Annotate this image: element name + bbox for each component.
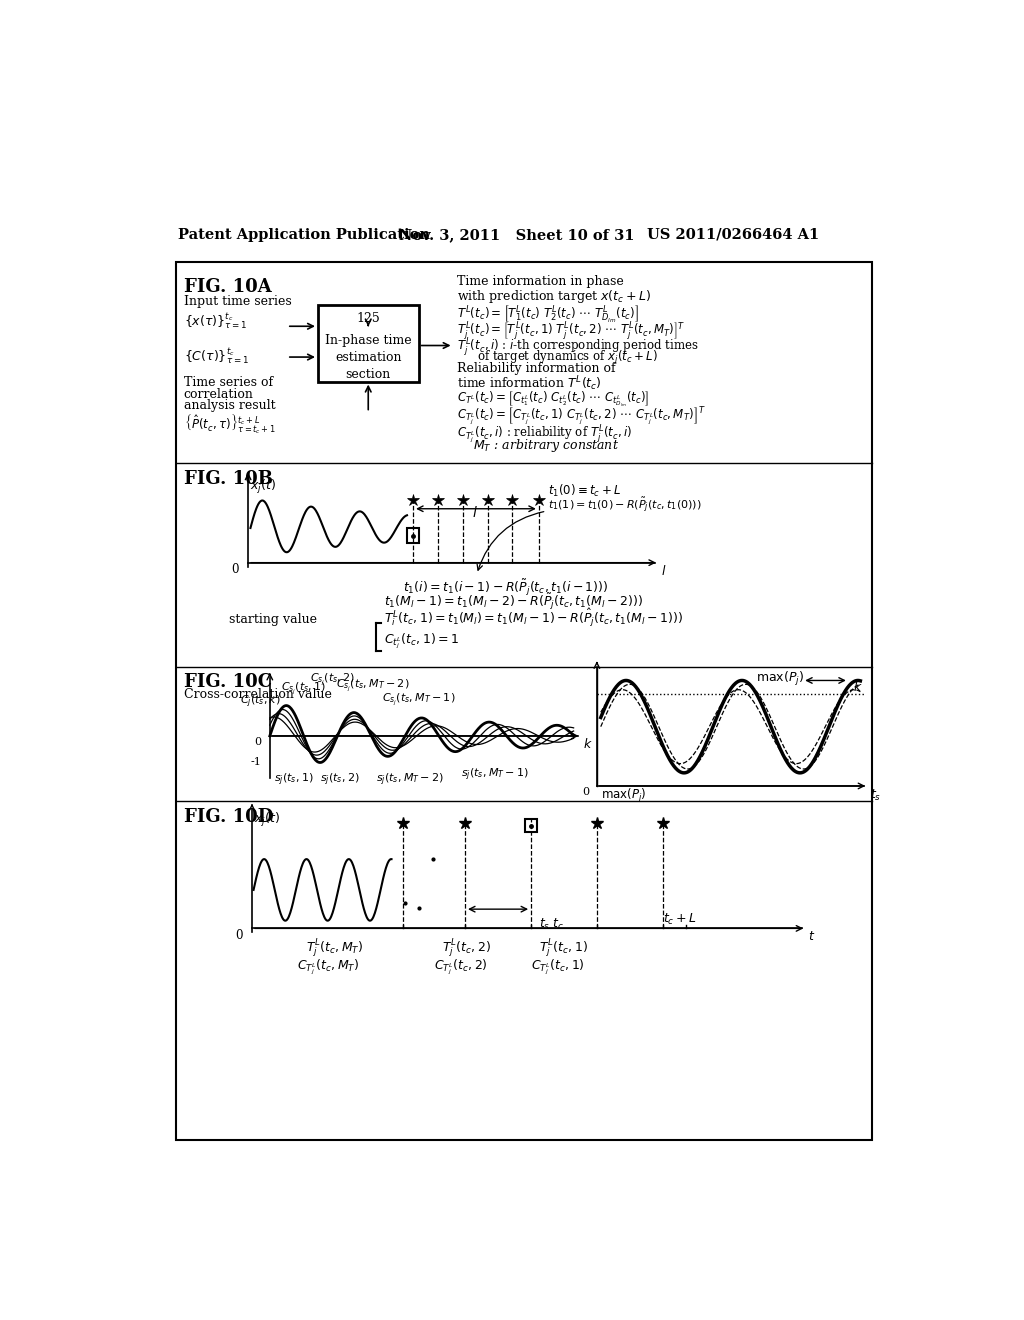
Text: Reliability information of: Reliability information of (458, 363, 616, 375)
Text: $C_{T_j^L}(t_c,i)$ : reliability of $T_j^L(t_c,i)$: $C_{T_j^L}(t_c,i)$ : reliability of $T_j… (458, 424, 633, 445)
Text: $x_j(t)$: $x_j(t)$ (251, 478, 276, 496)
Text: $t_1(M_l-1)=t_1(M_l-2)-R(\tilde{P}_j(t_c,t_1(M_l-2)))$: $t_1(M_l-1)=t_1(M_l-2)-R(\tilde{P}_j(t_c… (384, 591, 643, 612)
Text: $T_j^L(t_c,M_T)$: $T_j^L(t_c,M_T)$ (306, 937, 364, 960)
Text: $M_T$ : arbitrary constant: $M_T$ : arbitrary constant (473, 437, 618, 454)
Text: Nov. 3, 2011   Sheet 10 of 31: Nov. 3, 2011 Sheet 10 of 31 (399, 227, 635, 242)
Text: $t_s$: $t_s$ (869, 788, 881, 803)
Text: Cross-correlation value: Cross-correlation value (183, 688, 332, 701)
Text: $s_j(t_s,M_T-2)$: $s_j(t_s,M_T-2)$ (376, 772, 443, 788)
Text: $l$: $l$ (472, 506, 478, 520)
Text: of target dynamics of $x_j(t_c+L)$: of target dynamics of $x_j(t_c+L)$ (477, 350, 657, 367)
Text: Patent Application Publication: Patent Application Publication (178, 227, 430, 242)
Text: FIG. 10C: FIG. 10C (183, 673, 272, 690)
Bar (524, 818, 538, 832)
Text: $s_j(t_s,M_T-1)$: $s_j(t_s,M_T-1)$ (461, 767, 529, 783)
Text: FIG. 10B: FIG. 10B (183, 470, 272, 488)
Text: $t$: $t$ (808, 929, 815, 942)
Text: $T_j^L(t_c,1)$: $T_j^L(t_c,1)$ (539, 937, 588, 960)
Text: $s_j(t_s,1)$: $s_j(t_s,1)$ (273, 772, 313, 788)
Text: 0: 0 (236, 929, 243, 942)
Text: $C_{s_j}(t_s,2)$: $C_{s_j}(t_s,2)$ (310, 672, 355, 688)
Text: $x_j(t)$: $x_j(t)$ (254, 812, 281, 829)
Text: $\max(P_j)$: $\max(P_j)$ (601, 788, 646, 805)
Text: $t_s\ t_c$: $t_s\ t_c$ (539, 917, 564, 932)
Bar (317, 305, 419, 381)
Text: $t_c+L$: $t_c+L$ (663, 911, 696, 927)
Text: $C_{s_j}(t_s,1)$: $C_{s_j}(t_s,1)$ (282, 681, 327, 697)
Text: US 2011/0266464 A1: US 2011/0266464 A1 (647, 227, 819, 242)
Text: $t_1(0)\equiv t_c+L$: $t_1(0)\equiv t_c+L$ (548, 483, 621, 499)
Text: $C_{T_j^L}(t_c,2)$: $C_{T_j^L}(t_c,2)$ (434, 958, 487, 977)
Text: $t_1(i)=t_1(i-1)-R(\tilde{P}_j(t_c,t_1(i-1)))$: $t_1(i)=t_1(i-1)-R(\tilde{P}_j(t_c,t_1(i… (403, 577, 608, 598)
Text: 0: 0 (254, 737, 261, 747)
Text: $C_{T_j^L}(t_c,M_T)$: $C_{T_j^L}(t_c,M_T)$ (297, 958, 359, 977)
Text: time information $T^L(t_c)$: time information $T^L(t_c)$ (458, 375, 602, 393)
Text: $\{C(\tau)\}_{\tau=1}^{t_c}$: $\{C(\tau)\}_{\tau=1}^{t_c}$ (183, 347, 249, 367)
Text: $C_{t_j^L}(t_c,1)=1$: $C_{t_j^L}(t_c,1)=1$ (384, 632, 459, 651)
Text: $C_{s_j}(t_s,M_T-2)$: $C_{s_j}(t_s,M_T-2)$ (336, 678, 410, 694)
Text: analysis result: analysis result (183, 400, 275, 412)
Text: $k$: $k$ (583, 738, 593, 751)
Text: with prediction target $x(t_c + L)$: with prediction target $x(t_c + L)$ (458, 288, 651, 305)
Text: $C_{T_j^L}(t_c,1)$: $C_{T_j^L}(t_c,1)$ (531, 958, 585, 977)
Text: $T_j^L(t_c,2)$: $T_j^L(t_c,2)$ (442, 937, 490, 960)
Bar (407, 528, 420, 544)
Text: Input time series: Input time series (183, 296, 292, 309)
Text: $T^L(t_c) = \left[T_1^L(t_c)\ T_2^L(t_c)\ \cdots\ T_{D_{lm}}^L(t_c)\right]$: $T^L(t_c) = \left[T_1^L(t_c)\ T_2^L(t_c)… (458, 304, 639, 325)
Text: In-phase time
estimation
section: In-phase time estimation section (325, 334, 412, 381)
Text: starting value: starting value (228, 612, 316, 626)
Text: Time information in phase: Time information in phase (458, 276, 624, 289)
Text: -1: -1 (251, 758, 261, 767)
Text: $\{x(\tau)\}_{\tau=1}^{t_c}$: $\{x(\tau)\}_{\tau=1}^{t_c}$ (183, 313, 247, 333)
Text: $T_j^L(t_c) = \left[T_j^L(t_c,1)\ T_j^L(t_c,2)\ \cdots\ T_j^L(t_c,M_T)\right]^T$: $T_j^L(t_c) = \left[T_j^L(t_c,1)\ T_j^L(… (458, 321, 686, 342)
Bar (176, 263, 872, 1140)
Text: correlation: correlation (183, 388, 254, 401)
Text: 125: 125 (356, 313, 380, 326)
Text: $l$: $l$ (662, 564, 667, 578)
Text: $\left\{\hat{P}(t_c,\tau)\right\}_{\tau=t_c+1}^{t_c+L}$: $\left\{\hat{P}(t_c,\tau)\right\}_{\tau=… (183, 412, 275, 437)
Text: FIG. 10A: FIG. 10A (183, 277, 271, 296)
Text: $C_{T_j^L}(t_c) = \left[C_{T_j^L}(t_c,1)\ C_{T_j^L}(t_c,2)\ \cdots\ C_{T_j^L}(t_: $C_{T_j^L}(t_c) = \left[C_{T_j^L}(t_c,1)… (458, 407, 706, 429)
Text: $s_j(t_s,2)$: $s_j(t_s,2)$ (321, 772, 359, 788)
Text: 0: 0 (231, 564, 239, 577)
Text: Time series of: Time series of (183, 376, 273, 389)
Text: $T_j^L(t_c,i)$ : $i$-th corresponding period times: $T_j^L(t_c,i)$ : $i$-th corresponding pe… (458, 337, 699, 359)
Text: $T_i^L(t_c,1)=t_1(M_l)=t_1(M_l-1)-R(\hat{P}_j(t_c,t_1(M_l-1)))$: $T_i^L(t_c,1)=t_1(M_l)=t_1(M_l-1)-R(\hat… (384, 607, 683, 628)
Text: 0: 0 (582, 787, 589, 797)
Text: $C_j(t_s,k)$: $C_j(t_s,k)$ (241, 693, 282, 710)
Text: $C_{s_j}(t_s,M_T-1)$: $C_{s_j}(t_s,M_T-1)$ (382, 692, 456, 708)
Text: FIG. 10D: FIG. 10D (183, 808, 273, 825)
Text: $\max(P_j)$: $\max(P_j)$ (756, 671, 804, 689)
Text: $t_1(1)=t_1(0)-R(\tilde{P}_j(t_c,t_1(0)))$: $t_1(1)=t_1(0)-R(\tilde{P}_j(t_c,t_1(0))… (548, 496, 701, 515)
Text: $C_{T^L}(t_c) = \left[C_{t_1^L}(t_c)\ C_{t_2^L}(t_c)\ \cdots\ C_{t_{D_{lm}}^L}(t: $C_{T^L}(t_c) = \left[C_{t_1^L}(t_c)\ C_… (458, 389, 649, 409)
Text: $k$: $k$ (853, 681, 862, 694)
